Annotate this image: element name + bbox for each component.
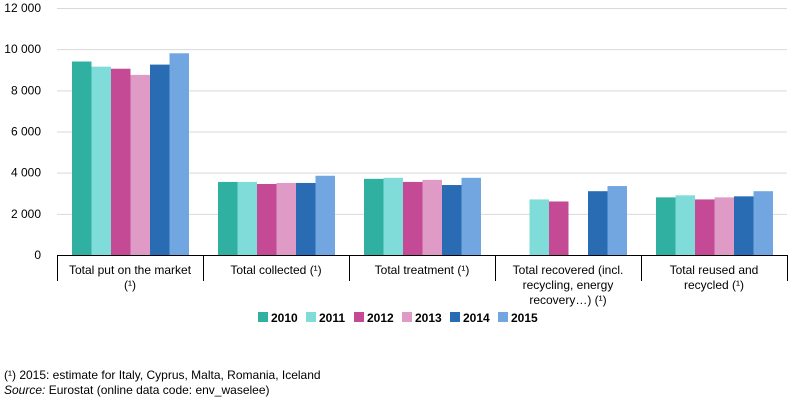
bar xyxy=(607,186,627,255)
bar xyxy=(675,195,695,255)
bar xyxy=(734,196,754,255)
legend: 2010 2011 2012 2013 2014 2015 xyxy=(258,311,538,325)
bars xyxy=(72,53,773,256)
y-tick-label: 6 000 xyxy=(11,125,41,139)
bar xyxy=(588,191,608,255)
bar xyxy=(461,177,481,255)
legend-swatch xyxy=(450,312,460,322)
bar xyxy=(296,182,316,255)
category-label: recycled (¹) xyxy=(684,278,744,292)
legend-swatch xyxy=(306,312,316,322)
legend-label: 2014 xyxy=(463,311,490,325)
legend-label: 2015 xyxy=(511,311,538,325)
legend-swatch xyxy=(498,312,508,322)
bar xyxy=(364,178,384,255)
bar xyxy=(91,66,111,255)
bar xyxy=(422,179,442,255)
legend-label: 2011 xyxy=(319,311,345,325)
bar xyxy=(315,175,335,255)
bar xyxy=(549,201,569,255)
bar xyxy=(714,197,734,255)
bar xyxy=(403,181,423,255)
category-label: (¹) xyxy=(124,278,136,292)
category-label: recycling, energy xyxy=(523,278,614,292)
bar xyxy=(656,197,676,255)
x-axis: Total put on the market(¹) Total collecte… xyxy=(57,255,788,307)
bar xyxy=(529,199,549,255)
footnote: (¹) 2015: estimate for Italy, Cyprus, Ma… xyxy=(4,368,321,382)
category-label: Total recovered (incl. xyxy=(513,263,624,277)
y-tick-label: 12 000 xyxy=(4,1,41,15)
legend-label: 2012 xyxy=(367,311,394,325)
y-tick-label: 2 000 xyxy=(11,207,41,221)
y-tick-label: 10 000 xyxy=(4,42,41,56)
y-tick-label: 0 xyxy=(34,248,41,262)
source-label: Source: xyxy=(4,383,46,397)
bar xyxy=(169,53,189,256)
bar xyxy=(695,199,715,255)
y-tick-label: 4 000 xyxy=(11,166,41,180)
legend-swatch xyxy=(258,312,268,322)
legend-label: 2013 xyxy=(415,311,442,325)
legend-swatch xyxy=(402,312,412,322)
bar xyxy=(150,64,170,256)
bar xyxy=(276,182,296,255)
bar xyxy=(111,68,131,256)
bar xyxy=(237,181,257,255)
bar xyxy=(383,177,403,255)
source-text: Eurostat (online data code: env_waselee) xyxy=(45,383,270,397)
bar xyxy=(218,181,238,255)
category-label: Total collected (¹) xyxy=(230,263,321,277)
bar xyxy=(753,191,773,255)
bar xyxy=(130,74,150,255)
legend-swatch xyxy=(354,312,364,322)
bar xyxy=(72,61,92,256)
source-note: Source: Eurostat (online data code: env_… xyxy=(4,383,270,398)
y-axis: 0 2 000 4 000 6 000 8 000 10 000 12 000 xyxy=(4,1,41,262)
category-label: Total put on the market xyxy=(69,263,192,277)
category-label: recovery…) (¹) xyxy=(529,293,606,307)
bar-chart: 0 2 000 4 000 6 000 8 000 10 000 12 000 Total … xyxy=(4,1,788,325)
y-tick-label: 8 000 xyxy=(11,83,41,97)
bar xyxy=(257,183,277,255)
category-label: Total reused and xyxy=(670,263,759,277)
category-label: Total treatment (¹) xyxy=(375,263,470,277)
bar xyxy=(442,185,462,255)
legend-label: 2010 xyxy=(271,311,298,325)
